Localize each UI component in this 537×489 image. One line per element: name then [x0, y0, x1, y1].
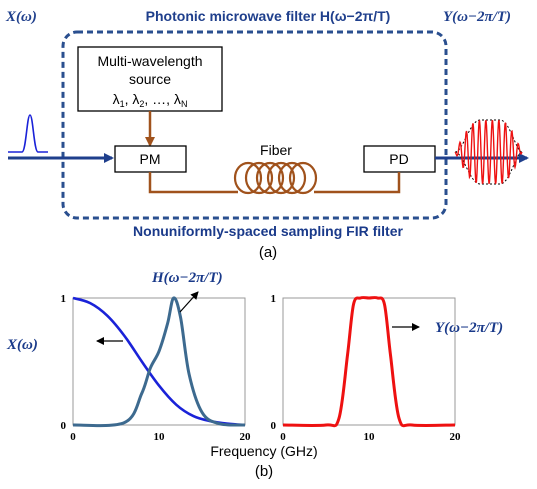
left-xtick-20: 20: [240, 431, 252, 443]
left-plot: 1 0 0 10 20 X(ω) H(ω−2π/T): [6, 270, 251, 443]
h-curve-pointer: [179, 291, 199, 313]
pd-label: PD: [389, 151, 408, 167]
frequency-axis-label: Frequency (GHz): [210, 443, 317, 459]
diagram-caption: Nonuniformly-spaced sampling FIR filter: [133, 223, 403, 239]
left-ytick-1: 1: [61, 293, 67, 305]
source-label-line2: source: [129, 71, 171, 87]
filter-title: Photonic microwave filter H(ω−2π/T): [146, 8, 391, 24]
filter-enclosure: [61, 30, 448, 220]
left-ytick-0: 0: [61, 420, 67, 432]
source-label-line1: Multi-wavelength: [97, 53, 202, 69]
fiber-spool: [233, 161, 318, 195]
input-pulse: [8, 114, 48, 153]
h-curve-label: H(ω−2π/T): [151, 270, 223, 286]
right-xtick-10: 10: [364, 431, 376, 443]
x-spectrum-curve: [72, 296, 246, 427]
y-curve-label: Y(ω−2π/T): [435, 320, 503, 336]
pm-box: [114, 145, 187, 173]
pd-box: [363, 145, 436, 173]
input-signal-label: X(ω): [5, 9, 37, 25]
x-curve-label: X(ω): [6, 337, 38, 353]
fiber-line-left: [148, 172, 238, 194]
wavelength-list: λ1, λ2, …, λN: [113, 91, 188, 109]
fiber-label: Fiber: [260, 142, 292, 158]
output-signal-label: Y(ω−2π/T): [443, 9, 511, 25]
left-xtick-10: 10: [154, 431, 166, 443]
panel-b-label: (b): [255, 463, 273, 480]
right-ytick-0: 0: [271, 420, 277, 432]
pm-label: PM: [140, 151, 161, 167]
fiber-line-right: [314, 172, 401, 194]
h-response-curve: [72, 296, 246, 428]
output-signal: [454, 119, 523, 185]
left-xtick-0: 0: [70, 431, 76, 443]
right-plot-frame: [282, 297, 456, 426]
left-plot-frame: [72, 297, 246, 426]
y-output-curve: [282, 296, 456, 428]
right-xtick-0: 0: [280, 431, 286, 443]
right-plot: 1 0 0 10 20 Y(ω−2π/T): [271, 293, 504, 443]
right-xtick-20: 20: [450, 431, 462, 443]
panel-a-label: (a): [259, 244, 277, 261]
right-ytick-1: 1: [271, 293, 277, 305]
